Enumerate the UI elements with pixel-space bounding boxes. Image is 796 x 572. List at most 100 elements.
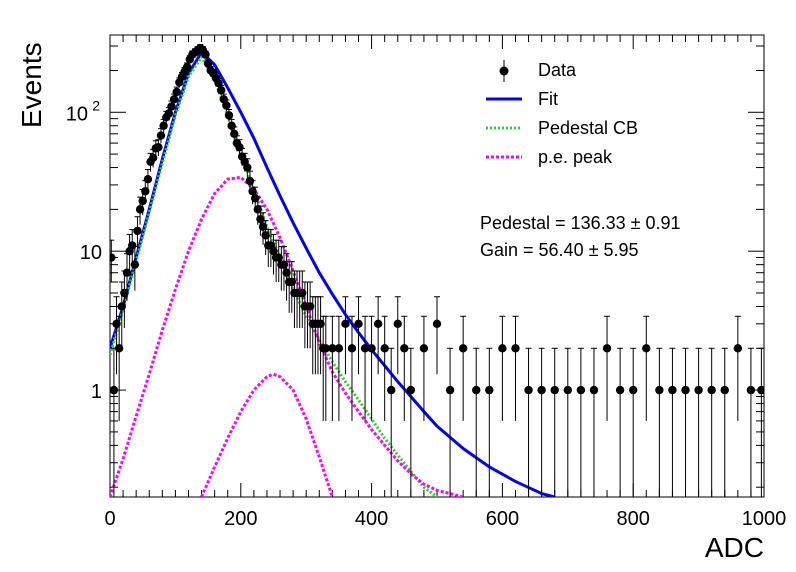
data-point <box>642 315 651 421</box>
x-tick-label: 0 <box>104 508 115 530</box>
data-marker <box>224 111 234 120</box>
data-marker <box>154 143 163 152</box>
fit-curves <box>110 50 556 497</box>
data-marker <box>305 302 315 311</box>
data-point <box>130 246 140 291</box>
data-marker <box>287 277 297 287</box>
series-line-p-e-peak <box>110 175 464 497</box>
data-point <box>110 347 119 497</box>
data-marker <box>130 260 140 269</box>
data-marker <box>117 302 126 311</box>
data-point <box>316 296 325 375</box>
data-marker <box>629 385 638 395</box>
data-point <box>432 296 442 375</box>
data-point <box>201 50 210 59</box>
data-point <box>380 315 389 421</box>
data-marker <box>133 226 142 236</box>
data-point <box>550 347 559 497</box>
data-point <box>602 315 612 421</box>
data-point <box>274 239 283 283</box>
legend-item-pedestal: Pedestal CB <box>484 114 654 143</box>
data-point <box>472 347 481 497</box>
legend-item-pe-peak: p.e. peak <box>484 143 654 172</box>
data-point <box>114 315 124 421</box>
data-marker <box>681 385 690 395</box>
data-marker <box>655 385 664 395</box>
data-marker <box>387 385 396 395</box>
data-point <box>589 347 599 497</box>
data-marker <box>243 163 252 172</box>
data-point <box>511 315 520 421</box>
data-marker <box>298 288 307 298</box>
data-marker <box>576 385 586 395</box>
data-marker <box>472 385 481 395</box>
data-point <box>629 347 638 497</box>
pedestal-result: Pedestal = 136.33 ± 0.91 <box>480 213 681 233</box>
data-point <box>694 347 703 497</box>
data-point <box>347 315 357 421</box>
data-marker <box>485 385 494 395</box>
data-point <box>243 158 252 178</box>
y-tick-exponent: 2 <box>92 97 100 113</box>
data-marker <box>321 344 331 353</box>
data-marker <box>668 385 677 395</box>
series-line-p-e-peak-2-p-e- <box>200 372 334 497</box>
data-marker <box>128 241 137 250</box>
data-point <box>615 347 625 497</box>
data-marker <box>269 246 278 256</box>
legend-label-pedestal: Pedestal CB <box>538 118 639 138</box>
data-point <box>563 347 572 497</box>
data-marker <box>373 319 383 329</box>
x-axis-title: ADC <box>704 532 764 563</box>
data-marker <box>563 385 572 395</box>
legend-item-fit: Fit <box>484 85 654 114</box>
x-tick-label: 200 <box>224 508 257 530</box>
legend-line-pe-peak-icon <box>486 155 522 159</box>
legend-marker-data-icon <box>499 60 509 82</box>
data-point <box>256 205 265 236</box>
data-marker <box>511 344 520 353</box>
data-point <box>110 239 116 283</box>
data-point <box>172 86 181 98</box>
data-marker <box>602 344 612 353</box>
data-marker <box>419 344 429 353</box>
data-point <box>321 315 331 421</box>
data-marker <box>341 319 350 329</box>
data-marker <box>445 385 455 395</box>
data-point <box>305 281 315 349</box>
data-point <box>746 347 756 497</box>
data-marker <box>141 187 150 196</box>
data-marker <box>172 87 181 97</box>
data-marker <box>258 222 268 231</box>
data-point <box>341 296 350 375</box>
legend-line-fit-icon <box>486 97 522 101</box>
data-marker <box>156 131 166 140</box>
data-point <box>328 315 337 421</box>
data-point <box>720 347 729 497</box>
data-point <box>387 347 396 497</box>
legend-item-data: Data <box>484 56 654 85</box>
y-axis-title: Events <box>16 42 47 128</box>
data-point <box>261 220 270 255</box>
data-point <box>354 296 363 375</box>
data-point <box>154 139 163 156</box>
data-point <box>393 296 402 375</box>
data-point <box>707 347 716 497</box>
data-point <box>400 315 409 421</box>
data-point <box>458 315 468 421</box>
y-tick-label: 1 <box>91 381 102 403</box>
data-marker <box>248 187 257 196</box>
data-marker <box>380 344 389 353</box>
data-marker <box>169 95 179 104</box>
data-marker <box>203 59 213 68</box>
data-point <box>258 212 268 245</box>
data-marker <box>694 385 703 395</box>
data-marker <box>733 344 743 353</box>
data-marker <box>524 385 533 395</box>
data-point <box>360 315 370 421</box>
data-marker <box>316 319 325 329</box>
legend-label-data: Data <box>538 60 577 80</box>
data-marker <box>122 268 132 277</box>
series-line-fit <box>110 50 556 497</box>
